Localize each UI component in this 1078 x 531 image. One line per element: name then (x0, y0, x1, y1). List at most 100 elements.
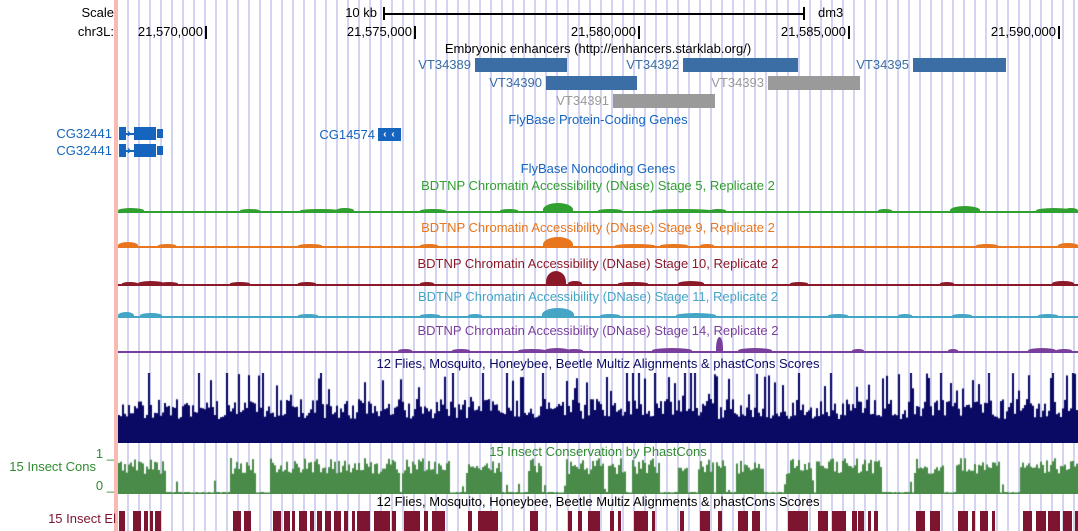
gene-label-CG32441[interactable]: CG32441 (56, 143, 112, 158)
bdtnp-stage5-track-title[interactable]: BDTNP Chromatin Accessibility (DNase) St… (421, 178, 775, 193)
flybase-coding-track-title[interactable]: FlyBase Protein-Coding Genes (508, 112, 688, 127)
conserved-element[interactable] (155, 511, 161, 531)
conserved-element[interactable] (858, 511, 864, 531)
conserved-element[interactable] (916, 511, 925, 531)
conserved-element[interactable] (478, 511, 498, 531)
conserved-element[interactable] (404, 511, 420, 531)
conservation-left-label[interactable]: 15 Insect Cons (9, 459, 96, 474)
conserved-element[interactable] (788, 511, 808, 531)
conserved-element[interactable] (352, 511, 355, 531)
conserved-element[interactable] (930, 511, 940, 531)
conserved-element[interactable] (284, 511, 290, 531)
conserved-element[interactable] (568, 511, 572, 531)
conserved-element[interactable] (618, 511, 621, 531)
conserved-element[interactable] (150, 511, 153, 531)
conserved-element[interactable] (578, 511, 582, 531)
conserved-element[interactable] (244, 511, 251, 531)
conservation-axis-max-label: 1 _ (95, 446, 114, 461)
flybase-noncoding-track-title[interactable]: FlyBase Noncoding Genes (520, 161, 676, 176)
scale-bar-right-tick (803, 7, 805, 20)
bdtnp-stage11-track-title[interactable]: BDTNP Chromatin Accessibility (DNase) St… (417, 289, 779, 304)
conserved-element[interactable] (832, 511, 846, 531)
conserved-element[interactable] (818, 511, 828, 531)
conserved-element[interactable] (133, 511, 141, 531)
enhancer-label-VT34389[interactable]: VT34389 (418, 57, 471, 72)
conserved-element[interactable] (233, 511, 241, 531)
enhancer-box-VT34391[interactable] (613, 94, 715, 108)
conserved-element[interactable] (357, 511, 370, 531)
conserved-element[interactable] (1036, 511, 1046, 531)
conservation-track-title[interactable]: 15 Insect Conservation by PhastCons (489, 444, 707, 459)
multiz-dense-track-title[interactable]: 12 Flies, Mosquito, Honeybee, Beetle Mul… (376, 494, 820, 509)
conserved-element[interactable] (310, 511, 314, 531)
bdtnp-stage14-track-title[interactable]: BDTNP Chromatin Accessibility (DNase) St… (417, 323, 779, 338)
signal-peak (545, 348, 569, 351)
signal-peak (565, 349, 583, 351)
conserved-element[interactable] (874, 511, 878, 531)
conserved-element[interactable] (980, 511, 988, 531)
insect-el-left-label[interactable]: 15 Insect El (48, 511, 116, 526)
conserved-element[interactable] (610, 511, 614, 531)
conserved-element[interactable] (325, 511, 331, 531)
multiz-track-title[interactable]: 12 Flies, Mosquito, Honeybee, Beetle Mul… (376, 356, 820, 371)
conserved-element[interactable] (1048, 511, 1060, 531)
bdtnp-baseline-3[interactable] (118, 316, 1078, 318)
enhancer-label-VT34390[interactable]: VT34390 (489, 75, 542, 90)
conserved-element[interactable] (374, 511, 390, 531)
bdtnp-baseline-4[interactable] (118, 351, 1078, 353)
enhancer-box-VT34393[interactable] (768, 76, 860, 90)
enhancer-label-VT34392[interactable]: VT34392 (626, 57, 679, 72)
conserved-element[interactable] (634, 511, 648, 531)
enhancer-label-VT34395[interactable]: VT34395 (856, 57, 909, 72)
conserved-element[interactable] (530, 511, 538, 531)
gene-label-CG32441[interactable]: CG32441 (56, 126, 112, 141)
conserved-element[interactable] (700, 511, 710, 531)
conserved-element[interactable] (334, 511, 341, 531)
conserved-element[interactable] (992, 511, 995, 531)
conservation-wiggle[interactable] (118, 456, 1078, 494)
conserved-element[interactable] (144, 511, 148, 531)
bdtnp-baseline-1[interactable] (118, 246, 1078, 248)
conserved-element[interactable] (424, 511, 428, 531)
conserved-element[interactable] (292, 511, 295, 531)
conserved-element[interactable] (1075, 511, 1078, 531)
conserved-element[interactable] (588, 511, 600, 531)
conserved-element[interactable] (852, 511, 857, 531)
enhancer-box-VT34395[interactable] (913, 58, 1006, 72)
bdtnp-stage9-track-title[interactable]: BDTNP Chromatin Accessibility (DNase) St… (421, 220, 775, 235)
signal-peak (976, 244, 998, 246)
conserved-element[interactable] (317, 511, 322, 531)
conserved-element[interactable] (468, 511, 472, 531)
conserved-element[interactable] (752, 511, 760, 531)
conserved-element[interactable] (718, 511, 722, 531)
conserved-element[interactable] (299, 511, 307, 531)
conserved-element[interactable] (1023, 511, 1032, 531)
conserved-element[interactable] (680, 511, 684, 531)
conserved-element[interactable] (344, 511, 348, 531)
signal-peak (790, 282, 808, 284)
conserved-element[interactable] (432, 511, 445, 531)
enhancer-label-VT34393[interactable]: VT34393 (711, 75, 764, 90)
conserved-element[interactable] (1063, 511, 1072, 531)
conserved-element[interactable] (868, 511, 871, 531)
enhancer-box-VT34392[interactable] (683, 58, 798, 72)
conserved-element[interactable] (738, 511, 748, 531)
bdtnp-baseline-2[interactable] (118, 284, 1078, 286)
gene-label-CG14574[interactable]: CG14574 (319, 127, 375, 142)
conserved-element[interactable] (392, 511, 396, 531)
bdtnp-stage10-track-title[interactable]: BDTNP Chromatin Accessibility (DNase) St… (417, 256, 779, 271)
signal-peak (568, 281, 582, 284)
enhancer-box-VT34390[interactable] (546, 76, 637, 90)
conserved-element[interactable] (958, 511, 968, 531)
conserved-element[interactable] (273, 511, 281, 531)
enhancer-label-VT34391[interactable]: VT34391 (556, 93, 609, 108)
conserved-element[interactable] (652, 511, 655, 531)
enhancer-box-VT34389[interactable] (475, 58, 567, 72)
signal-peak (140, 313, 162, 316)
conserved-element[interactable] (972, 511, 975, 531)
enhancers-track-title[interactable]: Embryonic enhancers (http://enhancers.st… (444, 41, 752, 56)
multiz-histogram[interactable] (118, 373, 1078, 443)
bdtnp-baseline-0[interactable] (118, 211, 1078, 213)
conserved-element[interactable] (119, 511, 125, 531)
gene-box-CG14574[interactable]: ‹ ‹ (378, 128, 401, 141)
